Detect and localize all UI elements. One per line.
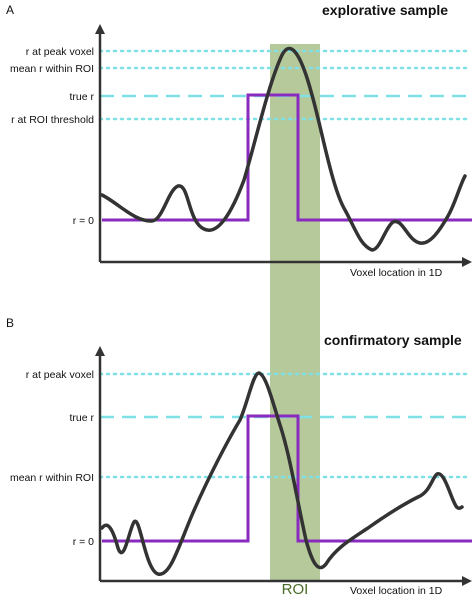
panel-a-heading: explorative sample [322, 2, 448, 18]
true-r-label-a: true r [69, 91, 94, 103]
zero-label-a: r = 0 [73, 215, 94, 227]
x-axis-label-b: Voxel location in 1D [350, 585, 443, 597]
mean-roi-label-a: mean r within ROI [10, 63, 94, 75]
panel-a: A explorative sample r at peak voxel mea… [6, 2, 472, 279]
panel-b: B confirmatory sample r at peak voxel tr… [6, 316, 472, 597]
roi-label: ROI [282, 581, 309, 598]
panel-a-letter: A [6, 3, 14, 17]
true-signal-b [102, 414, 472, 543]
roi-band [270, 44, 320, 581]
y-axis-arrow-b [95, 346, 105, 356]
roi-threshold-label-a: r at ROI threshold [11, 114, 94, 126]
peak-voxel-label-b: r at peak voxel [26, 369, 94, 381]
true-r-label-b: true r [69, 412, 94, 424]
zero-label-b: r = 0 [73, 536, 94, 548]
y-axis-arrow-a [95, 24, 105, 34]
x-axis-arrow-b [462, 576, 472, 586]
mean-roi-label-b: mean r within ROI [10, 472, 94, 484]
panel-b-heading: confirmatory sample [324, 332, 462, 348]
panel-b-letter: B [6, 316, 14, 330]
x-axis-label-a: Voxel location in 1D [350, 267, 443, 279]
x-axis-arrow-a [462, 257, 472, 267]
peak-voxel-label-a: r at peak voxel [26, 46, 94, 58]
observed-curve-b [100, 371, 464, 576]
observed-curve-a [100, 46, 467, 252]
